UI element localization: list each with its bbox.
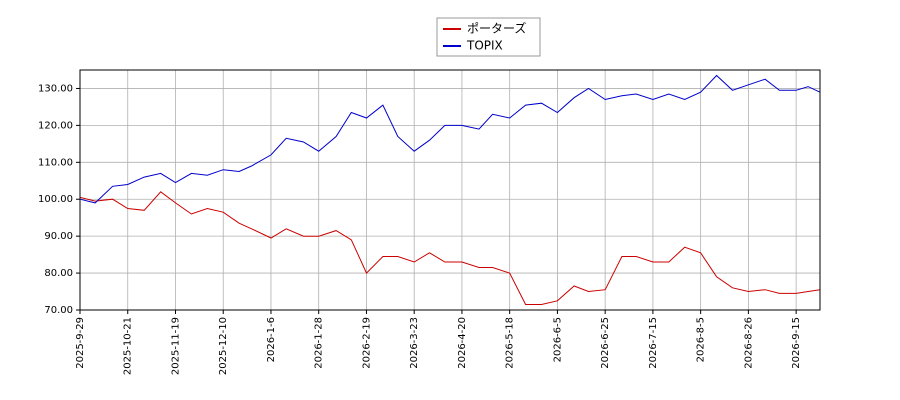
x-tick-label: 2026-6-25 [600,317,611,369]
x-tick-label: 2025-11-19 [170,317,181,375]
x-tick-label: 2026-6-5 [552,317,563,362]
x-tick-label: 2025-10-21 [123,317,134,375]
x-tick-label: 2026-3-23 [409,317,420,369]
y-tick-label: 120.00 [38,120,73,131]
x-tick-label: 2026-4-20 [457,317,468,369]
y-tick-label: 80.00 [44,268,73,279]
x-tick-label: 2026-2-19 [361,317,372,369]
legend: ポーターズ TOPIX [436,17,541,57]
x-tick-label: 2026-9-15 [791,317,802,369]
legend-label: TOPIX [466,39,503,53]
legend-box [436,17,541,57]
y-tick-label: 110.00 [38,157,73,168]
y-tick-label: 100.00 [38,194,73,205]
series-line [79,74,821,204]
x-tick-label: 2026-8-5 [696,317,707,362]
legend-label: ポーターズ [467,21,526,36]
x-tick-label: 2025-9-29 [75,317,86,369]
x-tick-label: 2026-5-18 [505,317,516,369]
series-line [79,191,821,305]
x-tick-label: 2026-1-6 [266,317,277,362]
y-tick-label: 130.00 [38,83,73,94]
plot-frame [79,69,821,311]
x-tick-label: 2025-12-10 [218,317,229,375]
x-tick-label: 2026-1-28 [314,317,325,369]
x-tick-label: 2026-7-15 [648,317,659,369]
y-tick-label: 70.00 [44,305,73,316]
x-tick-label: 2026-8-26 [743,317,754,369]
y-tick-label: 90.00 [44,231,73,242]
